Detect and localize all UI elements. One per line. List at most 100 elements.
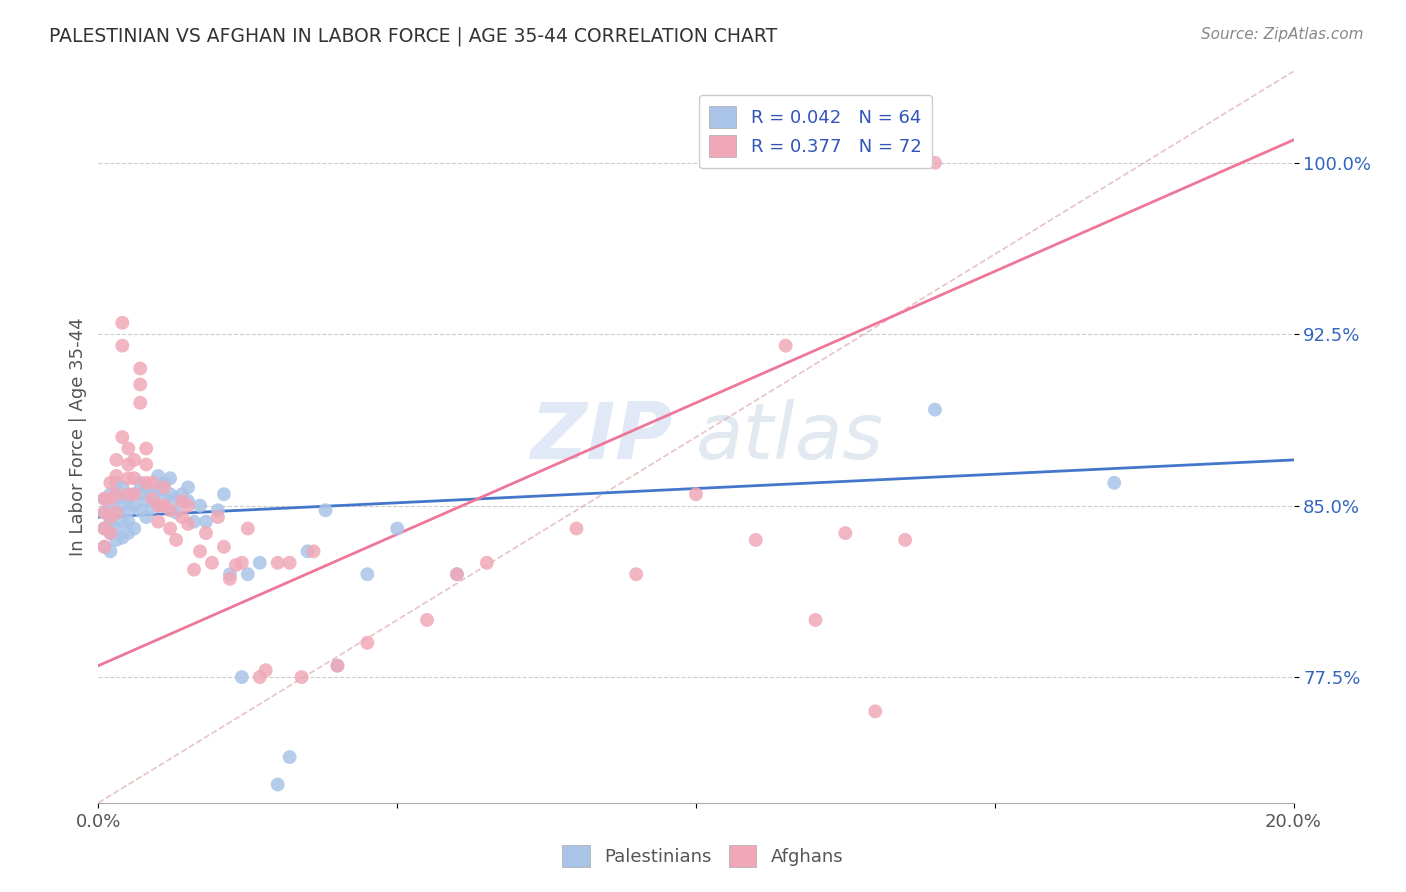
Point <box>267 777 290 791</box>
Point <box>93 540 115 554</box>
Point <box>183 515 205 529</box>
Text: atlas: atlas <box>696 399 884 475</box>
Point <box>141 500 163 515</box>
Point <box>159 503 181 517</box>
Point <box>834 526 856 541</box>
Point <box>385 521 409 535</box>
Point <box>135 510 157 524</box>
Point <box>165 533 187 547</box>
Point <box>231 556 253 570</box>
Point <box>135 475 157 490</box>
Point <box>105 506 128 520</box>
Point <box>117 491 139 506</box>
Point <box>129 377 152 392</box>
Point <box>124 471 146 485</box>
Point <box>565 521 588 535</box>
Point <box>141 491 163 506</box>
Point <box>254 663 277 677</box>
Legend: R = 0.042   N = 64, R = 0.377   N = 72: R = 0.042 N = 64, R = 0.377 N = 72 <box>699 95 932 168</box>
Point <box>148 515 170 529</box>
Point <box>117 487 139 501</box>
Point <box>111 515 134 529</box>
Point <box>129 396 152 410</box>
Point <box>124 487 146 501</box>
Text: ZIP: ZIP <box>530 399 672 475</box>
Point <box>183 563 205 577</box>
Point <box>172 510 194 524</box>
Point <box>98 515 122 529</box>
Point <box>195 526 218 541</box>
Point <box>93 491 115 506</box>
Point <box>105 521 128 535</box>
Point <box>93 540 115 554</box>
Legend: Palestinians, Afghans: Palestinians, Afghans <box>555 838 851 874</box>
Point <box>117 503 139 517</box>
Point <box>219 572 242 586</box>
Point <box>626 567 648 582</box>
Point <box>446 567 468 582</box>
Point <box>93 521 115 535</box>
Point <box>153 491 176 506</box>
Point <box>225 558 247 573</box>
Point <box>148 499 170 513</box>
Point <box>153 499 176 513</box>
Point <box>219 567 242 582</box>
Point <box>129 475 152 490</box>
Point <box>148 469 170 483</box>
Point <box>105 469 128 483</box>
Point <box>93 506 115 520</box>
Point <box>98 491 122 506</box>
Point <box>356 636 378 650</box>
Point <box>775 338 797 352</box>
Point <box>98 510 122 524</box>
Point <box>124 453 146 467</box>
Point <box>117 526 139 541</box>
Point <box>177 494 200 508</box>
Y-axis label: In Labor Force | Age 35-44: In Labor Force | Age 35-44 <box>69 318 87 557</box>
Point <box>1104 475 1126 490</box>
Point <box>98 475 122 490</box>
Point <box>93 491 115 506</box>
Point <box>201 556 224 570</box>
Point <box>98 544 122 558</box>
Point <box>924 155 946 169</box>
Point <box>111 316 134 330</box>
Point <box>129 361 152 376</box>
Point <box>302 544 325 558</box>
Point <box>141 487 163 501</box>
Point <box>207 510 229 524</box>
Point <box>117 471 139 485</box>
Point <box>105 453 128 467</box>
Point <box>212 540 235 554</box>
Point <box>98 526 122 541</box>
Point <box>111 430 134 444</box>
Text: PALESTINIAN VS AFGHAN IN LABOR FORCE | AGE 35-44 CORRELATION CHART: PALESTINIAN VS AFGHAN IN LABOR FORCE | A… <box>49 27 778 46</box>
Point <box>105 487 128 501</box>
Point <box>111 499 134 513</box>
Point <box>267 556 290 570</box>
Point <box>249 670 271 684</box>
Point <box>685 487 707 501</box>
Point <box>356 567 378 582</box>
Point <box>141 475 163 490</box>
Point <box>416 613 439 627</box>
Point <box>188 544 211 558</box>
Point <box>236 567 259 582</box>
Point <box>297 544 319 558</box>
Point <box>326 658 349 673</box>
Point <box>98 526 122 541</box>
Point <box>177 499 200 513</box>
Point <box>172 494 194 508</box>
Point <box>231 670 253 684</box>
Point <box>93 506 115 520</box>
Point <box>105 506 128 520</box>
Point <box>124 499 146 513</box>
Point <box>291 670 314 684</box>
Point <box>135 494 157 508</box>
Point <box>249 556 271 570</box>
Point <box>159 521 181 535</box>
Point <box>804 613 827 627</box>
Point <box>865 704 887 718</box>
Point <box>93 521 115 535</box>
Point <box>135 442 157 456</box>
